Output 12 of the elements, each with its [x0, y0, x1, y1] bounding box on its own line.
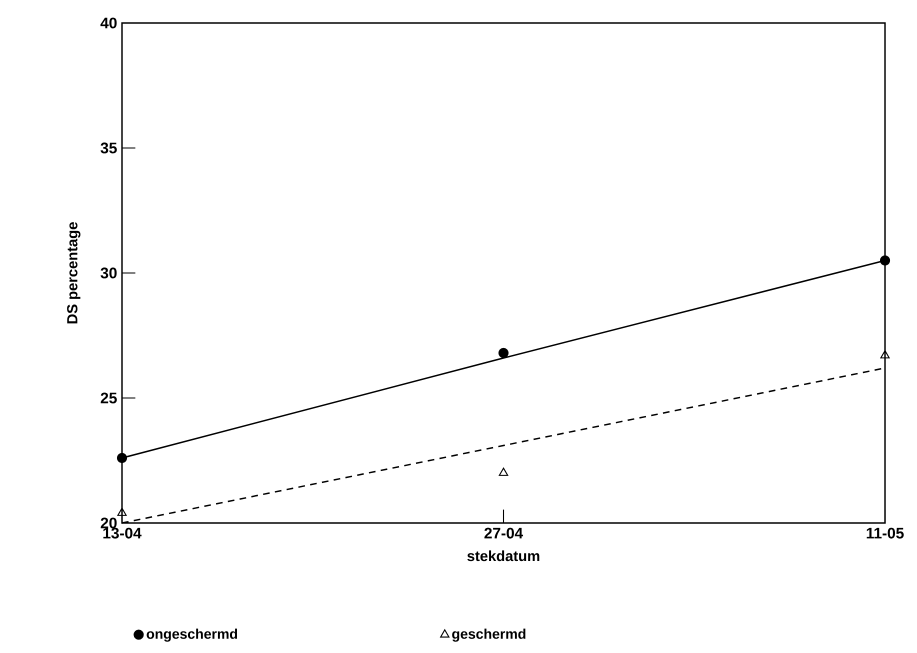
- legend-label: geschermd: [452, 628, 526, 642]
- y-tick-label: 20: [100, 518, 117, 528]
- x-tick-label: 13-04: [103, 528, 142, 539]
- y-tick-label: 35: [100, 142, 117, 154]
- x-tick-label: 11-05: [866, 528, 904, 539]
- x-axis-title: stekdatum: [467, 550, 540, 562]
- legend-label: ongeschermd: [146, 628, 238, 642]
- y-axis-title: DS percentage: [67, 222, 80, 324]
- y-tick-label: 25: [100, 392, 117, 404]
- y-tick-label: 40: [100, 18, 117, 28]
- y-tick-label: 30: [100, 268, 117, 278]
- x-tick-label: 27-04: [484, 528, 524, 539]
